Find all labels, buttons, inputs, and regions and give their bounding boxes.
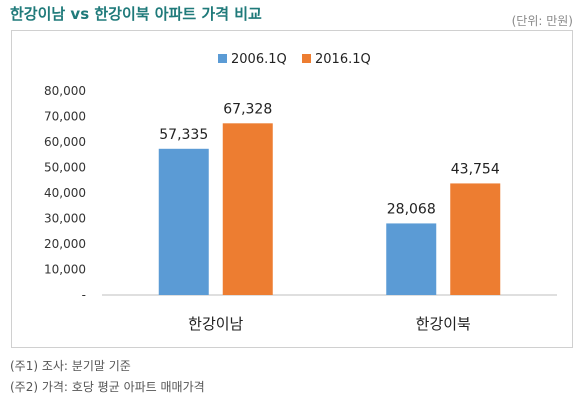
y-tick-label: 40,000	[44, 186, 86, 200]
unit-label: (단위: 만원)	[511, 14, 573, 28]
footnote-2: (주2) 가격: 호당 평균 아파트 매매가격	[10, 380, 205, 394]
legend-swatch	[218, 54, 227, 63]
bar	[158, 148, 209, 295]
data-label: 43,754	[451, 161, 500, 177]
y-tick-label: 80,000	[44, 84, 86, 98]
data-label: 67,328	[223, 101, 272, 117]
x-category-label: 한강이북	[416, 315, 471, 333]
legend-swatch	[302, 54, 311, 63]
y-tick-label: 70,000	[44, 110, 86, 124]
y-tick-label: 50,000	[44, 161, 86, 175]
y-tick-label: 10,000	[44, 263, 86, 277]
legend-label: 2006.1Q	[231, 52, 287, 67]
x-category-label: 한강이남	[188, 315, 243, 333]
chart-title: 한강이남 vs 한강이북 아파트 가격 비교	[10, 5, 262, 23]
data-label: 28,068	[387, 201, 436, 217]
bar	[222, 123, 273, 295]
chart-area: - 10,000 20,000 30,000 40,000 50,000 60,000 70,…	[11, 30, 573, 348]
footnote-1: (주1) 조사: 분기말 기준	[10, 359, 131, 373]
bar	[450, 183, 501, 295]
bar	[386, 223, 437, 295]
y-tick-label: -	[82, 288, 86, 302]
bar-chart: - 10,000 20,000 30,000 40,000 50,000 60,000 70,…	[44, 52, 557, 333]
y-tick-label: 20,000	[44, 237, 86, 251]
y-tick-label: 60,000	[44, 135, 86, 149]
legend-label: 2016.1Q	[315, 52, 371, 67]
data-label: 57,335	[159, 127, 208, 143]
y-tick-label: 30,000	[44, 212, 86, 226]
